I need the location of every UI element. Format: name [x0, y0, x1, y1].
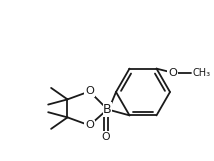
- Text: O: O: [102, 132, 110, 142]
- Text: O: O: [168, 68, 177, 78]
- Text: O: O: [85, 120, 94, 130]
- Text: B: B: [103, 103, 112, 116]
- Text: CH₃: CH₃: [193, 68, 211, 78]
- Text: O: O: [85, 86, 94, 96]
